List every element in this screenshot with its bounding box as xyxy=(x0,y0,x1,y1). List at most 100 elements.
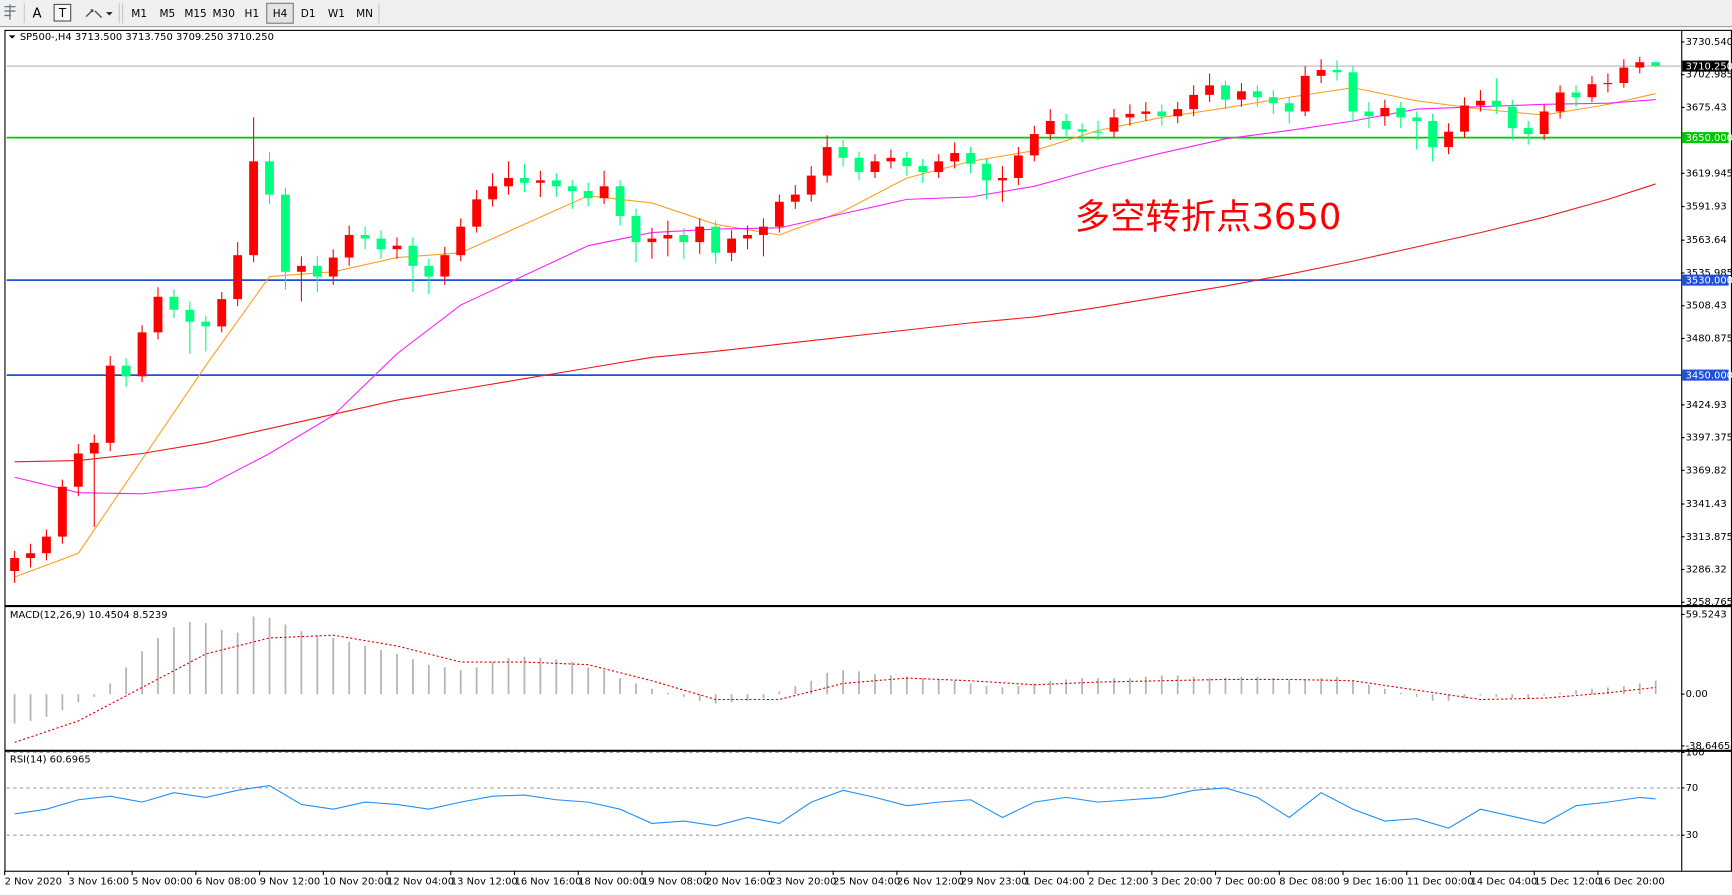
candle-body xyxy=(328,257,338,277)
text-tool[interactable]: A xyxy=(26,2,48,24)
crosshair-tool[interactable] xyxy=(1,2,23,24)
candle-body xyxy=(727,238,736,253)
candle-body xyxy=(950,153,960,162)
tool-icon xyxy=(4,4,16,20)
timeframe-label[interactable]: W1 xyxy=(328,8,345,20)
candle-body xyxy=(1523,128,1533,135)
x-tick-label: 1 Dec 04:00 xyxy=(1024,877,1085,888)
y-tick-label: 3480.875 xyxy=(1686,333,1732,344)
x-tick-label: 14 Dec 04:00 xyxy=(1470,877,1537,888)
candle-body xyxy=(695,226,705,243)
candle-body xyxy=(1396,107,1406,118)
timeframe-button[interactable] xyxy=(323,3,350,24)
y-tick-label: 3508.43 xyxy=(1686,301,1727,312)
y-tick-label: 3369.82 xyxy=(1686,465,1727,476)
candle-body xyxy=(1141,111,1151,114)
candle-body xyxy=(711,226,721,253)
candle-body xyxy=(806,175,816,195)
x-tick-label: 5 Nov 00:00 xyxy=(132,877,193,888)
x-tick-label: 2 Dec 12:00 xyxy=(1088,877,1149,888)
candle-body xyxy=(137,332,147,377)
y-tick-label: 3730.540 xyxy=(1686,37,1732,48)
timeframe-button[interactable] xyxy=(266,2,294,24)
candle-body xyxy=(1109,117,1119,132)
level-label: 3450.000 xyxy=(1686,371,1732,382)
candle-body xyxy=(1587,84,1597,98)
y-tick-label: 100 xyxy=(1686,747,1705,758)
tool-button[interactable] xyxy=(1,2,23,24)
candle-body xyxy=(217,299,227,327)
timeframe-label[interactable]: H1 xyxy=(245,8,260,20)
tool-button[interactable] xyxy=(26,2,48,24)
candle-body xyxy=(1412,117,1422,121)
candle-body xyxy=(296,265,306,272)
candle-body xyxy=(281,194,290,272)
timeframe-button[interactable] xyxy=(125,3,153,24)
x-tick-label: 16 Dec 20:00 xyxy=(1598,877,1665,888)
candle-body xyxy=(42,536,51,554)
candle-body xyxy=(998,177,1007,181)
candle-body xyxy=(312,265,322,277)
y-tick-label: 3535.985 xyxy=(1686,268,1732,279)
dropdown-arrow xyxy=(106,12,113,16)
candle-body xyxy=(1061,120,1071,130)
tool-label: T xyxy=(58,6,67,20)
candle-body xyxy=(121,365,131,377)
timeframe-button[interactable] xyxy=(294,3,322,24)
candle-body xyxy=(743,234,752,239)
y-tick-label: 3424.93 xyxy=(1686,400,1727,411)
timeframe-label[interactable]: H4 xyxy=(273,8,288,20)
x-tick-label: 8 Dec 08:00 xyxy=(1279,877,1340,888)
timeframe-label[interactable]: D1 xyxy=(301,8,316,20)
candle-body xyxy=(1348,72,1358,112)
timeframe-button[interactable] xyxy=(182,3,209,24)
x-tick-label: 25 Nov 04:00 xyxy=(833,877,900,888)
indicator-title: RSI(14) 60.6965 xyxy=(10,755,91,766)
candle-body xyxy=(1077,129,1087,132)
candle-body xyxy=(440,255,450,277)
candle-body xyxy=(1029,134,1039,156)
candle-body xyxy=(392,245,402,250)
x-tick-label: 18 Nov 00:00 xyxy=(578,877,645,888)
chart-frame xyxy=(4,29,1732,872)
y-tick-label: 3619.945 xyxy=(1686,168,1732,179)
candle-body xyxy=(822,147,832,176)
chart-menu-arrow xyxy=(8,35,16,39)
label-tool[interactable]: T xyxy=(53,3,72,22)
timeframe-button[interactable] xyxy=(351,3,378,24)
timeframe-button[interactable] xyxy=(154,3,181,24)
timeframe-label[interactable]: MN xyxy=(356,8,373,20)
timeframe-button[interactable] xyxy=(210,3,237,24)
candle-body xyxy=(73,453,83,487)
candle-body xyxy=(1093,131,1103,133)
x-tick-label: 9 Dec 16:00 xyxy=(1343,877,1404,888)
candle-body xyxy=(790,194,800,202)
tool-button[interactable] xyxy=(53,3,72,22)
rsi-line xyxy=(14,784,1656,829)
candle-body xyxy=(1252,91,1262,98)
y-tick-label: 3702.985 xyxy=(1686,70,1732,81)
candle-body xyxy=(583,191,593,199)
timeframe-button[interactable] xyxy=(238,3,266,24)
candle-body xyxy=(504,177,513,187)
candle-body xyxy=(1013,155,1023,178)
y-tick-label: 3397.375 xyxy=(1686,433,1732,444)
candle-body xyxy=(1619,67,1629,83)
candle-body xyxy=(105,365,115,443)
candle-body xyxy=(551,180,561,187)
moving-average xyxy=(14,99,1656,495)
chart-title: SP500-,H4 3713.500 3713.750 3709.250 371… xyxy=(20,32,274,43)
candle-body xyxy=(1603,82,1613,85)
annotation: 多空转折点3650 xyxy=(1075,197,1342,238)
timeframe-label[interactable]: M5 xyxy=(159,8,175,20)
last-price-box xyxy=(1682,60,1729,72)
arrows-tool[interactable] xyxy=(79,2,113,24)
timeframe-label[interactable]: M30 xyxy=(212,8,234,20)
candle-body xyxy=(631,215,641,243)
timeframe-label[interactable]: M1 xyxy=(131,8,147,20)
candle-body xyxy=(902,157,912,167)
x-tick-label: 26 Nov 12:00 xyxy=(897,877,964,888)
candle-body xyxy=(886,157,896,162)
timeframe-label[interactable]: M15 xyxy=(184,8,206,20)
